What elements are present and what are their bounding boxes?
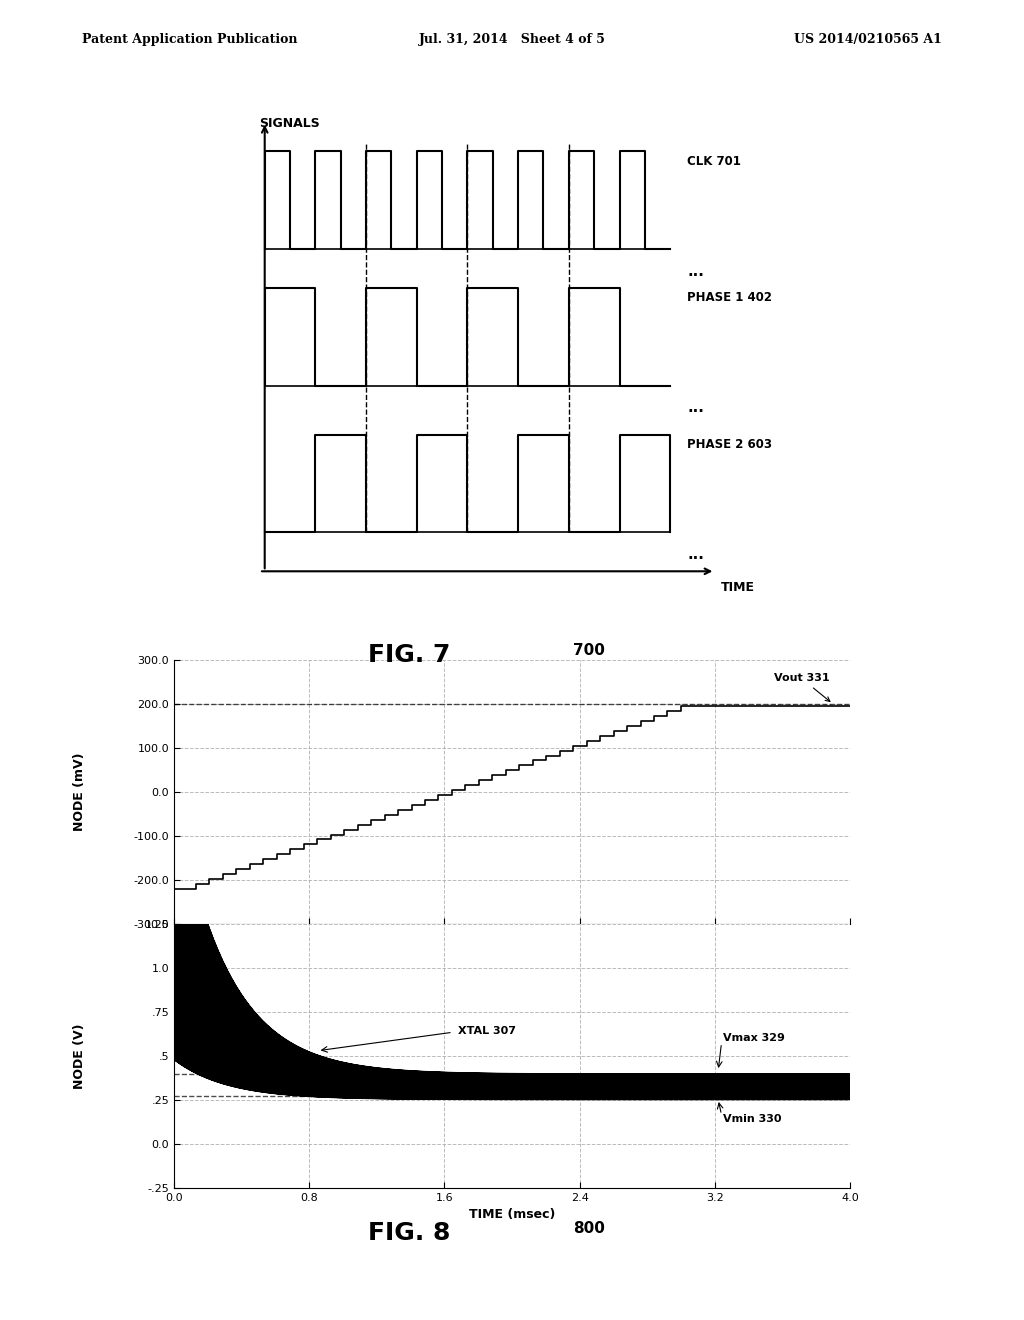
Text: ...: ... [687,264,703,279]
Text: ...: ... [687,400,703,416]
Text: SIGNALS: SIGNALS [259,117,319,131]
Text: PHASE 1 402: PHASE 1 402 [687,292,772,305]
Text: CLK 701: CLK 701 [687,154,741,168]
Text: Jul. 31, 2014   Sheet 4 of 5: Jul. 31, 2014 Sheet 4 of 5 [419,33,605,46]
Text: Vout 331: Vout 331 [774,673,829,701]
Text: Vmax 329: Vmax 329 [723,1034,785,1043]
Text: Vmin 330: Vmin 330 [723,1114,781,1125]
Text: PHASE 2 603: PHASE 2 603 [687,438,772,451]
Y-axis label: NODE (V): NODE (V) [74,1023,86,1089]
Y-axis label: NODE (mV): NODE (mV) [74,752,86,832]
Text: 800: 800 [572,1221,605,1236]
Text: FIG. 8: FIG. 8 [369,1221,451,1245]
Text: US 2014/0210565 A1: US 2014/0210565 A1 [795,33,942,46]
Text: XTAL 307: XTAL 307 [458,1027,516,1036]
Text: 700: 700 [572,643,605,657]
X-axis label: TIME (msec): TIME (msec) [469,1208,555,1221]
Text: Patent Application Publication: Patent Application Publication [82,33,297,46]
Text: ...: ... [687,546,703,562]
Text: FIG. 7: FIG. 7 [369,643,451,667]
Text: TIME: TIME [721,581,755,594]
